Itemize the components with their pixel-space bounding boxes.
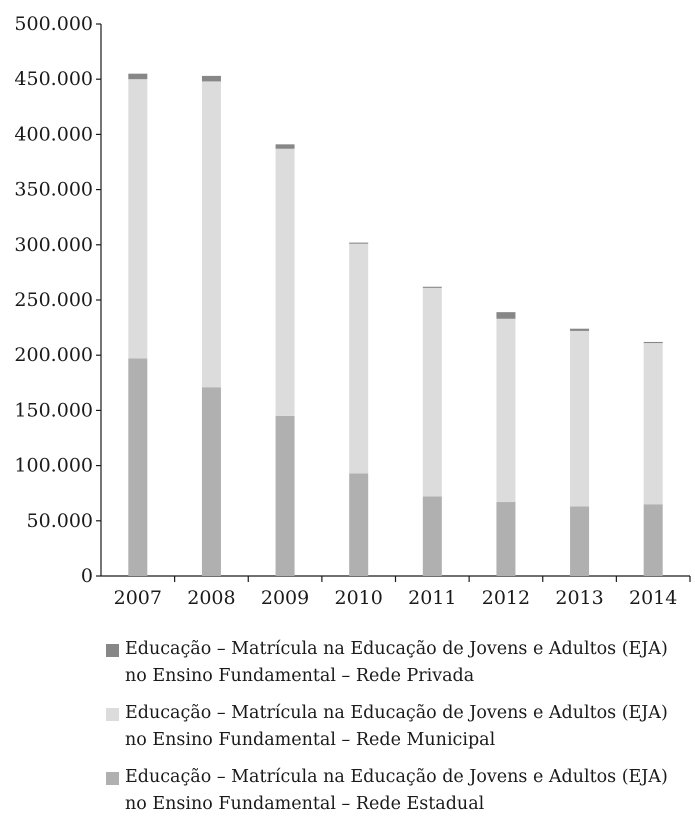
x-tick-label: 2012 [482,587,530,609]
legend-swatch [106,708,119,721]
bar-segment [422,286,442,288]
y-tick-label: 400.000 [14,123,93,145]
bar-segment [128,73,148,80]
legend-label: Educação – Matrícula na Educação de Jove… [125,767,668,814]
legend-item: Educação – Matrícula na Educação de Jove… [106,636,691,690]
bar-segment [201,75,221,82]
bar-segment [128,358,148,576]
bar-segment [496,502,516,576]
y-tick-label: 500.000 [14,13,93,35]
x-tick-label: 2011 [408,587,456,609]
x-tick-label: 2014 [629,587,677,609]
legend-item: Educação – Matrícula na Educação de Jove… [106,700,691,754]
bar-segment [275,144,295,149]
bar-segment [201,81,221,388]
y-tick-label: 50.000 [27,510,93,532]
y-tick-label: 0 [81,565,93,587]
bar-segment [201,387,221,576]
x-tick-label: 2008 [187,587,235,609]
bar-segment [128,79,148,359]
bar-segment [349,242,369,244]
y-tick-label: 450.000 [14,68,93,90]
y-tick-label: 200.000 [14,344,93,366]
y-axis: 0 50.000 100.000 150.000 200.000 250.000 300.0… [14,13,102,587]
y-tick-label: 300.000 [14,234,93,256]
bar-segment [643,341,663,344]
x-axis: 2007 2008 2009 2010 2011 2012 2013 2014 [101,575,691,609]
bars [128,73,663,576]
y-tick-label: 100.000 [14,455,93,477]
bar-segment [349,243,369,474]
bar-segment [422,496,442,576]
y-tick-label: 150.000 [14,399,93,421]
x-tick-label: 2010 [335,587,383,609]
bar-segment [496,312,516,319]
bar-segment [570,328,590,331]
bar-segment [643,504,663,576]
y-tick-label: 250.000 [14,289,93,311]
legend-swatch [106,772,119,785]
legend-label: Educação – Matrícula na Educação de Jove… [125,639,668,686]
bar-segment [275,148,295,416]
legend-item: Educação – Matrícula na Educação de Jove… [106,764,691,818]
bar-segment [422,287,442,497]
bar-segment [275,415,295,576]
x-tick-label: 2013 [555,587,603,609]
bar-segment [496,318,516,503]
x-tick-label: 2009 [261,587,309,609]
y-tick-label: 350.000 [14,179,93,201]
stacked-bar-chart: 0 50.000 100.000 150.000 200.000 250.000 300.0… [14,13,691,609]
bar-segment [570,330,590,507]
chart-legend: Educação – Matrícula na Educação de Jove… [106,636,691,828]
legend-swatch [106,644,119,657]
bar-segment [349,473,369,576]
bar-segment [570,506,590,576]
legend-label: Educação – Matrícula na Educação de Jove… [125,703,668,750]
bar-segment [643,343,663,505]
x-tick-label: 2007 [114,587,162,609]
